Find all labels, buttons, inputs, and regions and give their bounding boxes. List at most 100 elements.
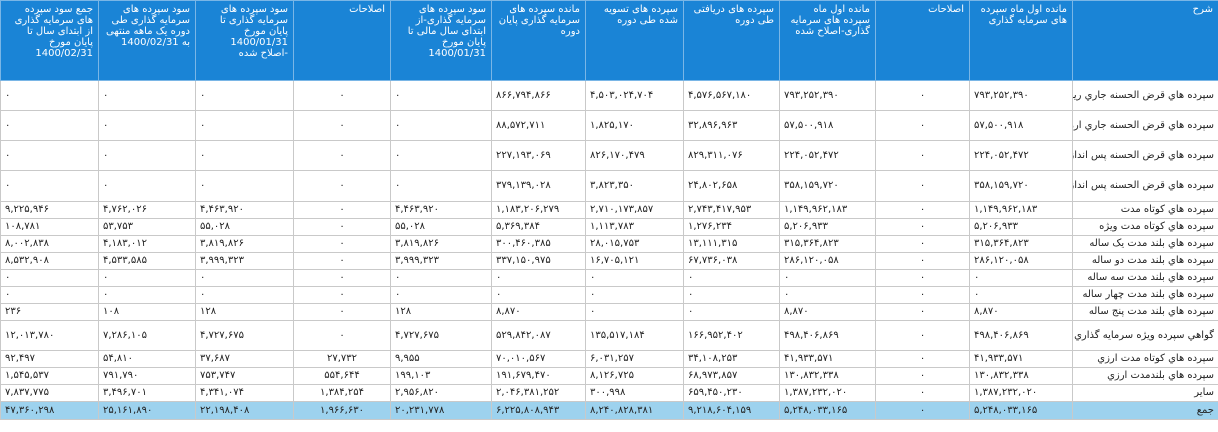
table-cell: ۲,۹۵۶,۸۲۰ (390, 384, 492, 402)
table-cell: ۸,۸۷۰ (779, 303, 876, 321)
table-cell: ۰ (0, 286, 99, 304)
table-cell: ۸,۸۷۰ (969, 303, 1073, 321)
table-cell: ۰ (875, 201, 970, 219)
table-cell: ۱۹۱,۶۷۹,۴۷۰ (491, 367, 586, 385)
table-cell: ۱۳۰,۸۳۲,۳۳۸ (779, 367, 876, 385)
table-cell: ۶۸,۹۷۳,۸۵۷ (683, 367, 780, 385)
table-cell: ۰ (0, 110, 99, 141)
table-body: سپرده هاي قرض الحسنه جاري ريالي ۷۹۳,۲۵۲,۳… (0, 80, 1218, 420)
table-cell: ۴,۷۲۷,۶۷۵ (195, 320, 294, 351)
col-header-profit-period: سود سپرده های سرمایه گذاری طی دوره یک ما… (98, 0, 196, 81)
table-cell: ۹,۲۲۵,۹۴۶ (0, 201, 99, 219)
row-label: سپرده هاي بلند مدت پنج ساله (1072, 303, 1218, 321)
table-cell: ۳,۸۱۹,۸۲۶ (195, 235, 294, 253)
table-cell: ۰ (875, 170, 970, 202)
table-cell: ۰ (293, 303, 391, 321)
table-cell: ۱,۲۷۶,۲۳۴ (683, 218, 780, 236)
deposits-table: شرح مانده اول ماه سپرده های سرمایه گذاری… (0, 0, 1218, 420)
table-cell: ۴,۵۷۶,۵۶۷,۱۸۰ (683, 80, 780, 111)
table-cell: ۸,۱۲۶,۷۲۵ (585, 367, 684, 385)
table-cell: ۴,۷۶۲,۰۲۶ (98, 201, 196, 219)
row-label: سپرده هاي بلند مدت سه ساله (1072, 269, 1218, 287)
col-header-profit-total: جمع سود سپرده های سرمایه گذاری از ابتدای… (0, 0, 99, 81)
table-cell: ۲۴,۸۰۲,۶۵۸ (683, 170, 780, 202)
table-cell: ۱۶۶,۹۵۲,۴۰۲ (683, 320, 780, 351)
table-row: سپرده هاي قرض الحسنه جاري ريالي ۷۹۳,۲۵۲,۳… (0, 80, 1218, 111)
table-cell: ۵۷,۵۰۰,۹۱۸ (779, 110, 876, 141)
table-cell: ۴,۴۶۳,۹۲۰ (195, 201, 294, 219)
row-label: جمع (1072, 401, 1218, 420)
table-cell: ۳۰۰,۴۶۰,۳۸۵ (491, 235, 586, 253)
table-cell: ۰ (969, 269, 1073, 287)
table-cell: ۸۶۶,۷۹۴,۸۶۶ (491, 80, 586, 111)
table-cell: ۰ (390, 269, 492, 287)
table-cell: ۴۹۸,۴۰۶,۸۶۹ (969, 320, 1073, 351)
table-cell: ۰ (293, 286, 391, 304)
table-cell: ۳,۸۲۳,۳۵۰ (585, 170, 684, 202)
table-cell: ۲۲۴,۰۵۲,۴۷۲ (779, 140, 876, 171)
table-row: سپرده هاي بلند مدت يک ساله ۳۱۵,۳۶۴,۸۲۳ ۰ ۳۱… (0, 235, 1218, 253)
row-label: سپرده هاي بلند مدت دو ساله (1072, 252, 1218, 270)
table-row: سپرده هاي قرض الحسنه پس انداز ريالي۲۲۴,۰… (0, 140, 1218, 171)
total-row: جمع ۵,۲۴۸,۰۳۳,۱۶۵ ۰ ۵,۲۴۸,۰۳۳,۱۶۵ ۹,۲۱۸,۶۰۴,… (0, 401, 1218, 420)
table-cell: ۱,۱۸۳,۲۰۶,۲۷۹ (491, 201, 586, 219)
table-cell: ۰ (875, 269, 970, 287)
table-cell: ۳۷,۶۸۷ (195, 350, 294, 368)
table-cell: ۰ (390, 140, 492, 171)
table-cell: ۸,۵۳۲,۹۰۸ (0, 252, 99, 270)
table-cell: ۷۹۱,۷۹۰ (98, 367, 196, 385)
table-cell: ۱,۱۴۹,۹۶۲,۱۸۳ (779, 201, 876, 219)
table-row: سپرده هاي بلند مدت چهار ساله ۰ ۰ ۰ ۰ ۰ ۰ ۰ ۰ ۰ ۰ ۰ (0, 286, 1218, 304)
table-cell: ۴۱,۹۳۳,۵۷۱ (969, 350, 1073, 368)
table-cell: ۰ (779, 269, 876, 287)
table-cell: ۳۷۹,۱۳۹,۰۲۸ (491, 170, 586, 202)
table-row: سپرده هاي بلند مدت سه ساله ۰ ۰ ۰ ۰ ۰ ۰ ۰ ۰ ۰ ۰ ۰ (0, 269, 1218, 287)
table-cell: ۱,۱۴۹,۹۶۲,۱۸۳ (969, 201, 1073, 219)
table-cell: ۰ (293, 320, 391, 351)
table-cell: ۵,۲۴۸,۰۳۳,۱۶۵ (779, 401, 876, 420)
table-cell: ۰ (0, 170, 99, 202)
col-header-adjustments: اصلاحات (875, 0, 970, 81)
row-label: سپرده هاي کوتاه مدت (1072, 201, 1218, 219)
col-header-opening-balance-adjusted: مانده اول ماه سپرده های سرمایه گذاری-اصل… (779, 0, 876, 81)
table-cell: ۰ (293, 252, 391, 270)
table-cell: ۰ (875, 235, 970, 253)
table-cell: ۵۷,۵۰۰,۹۱۸ (969, 110, 1073, 141)
table-cell: ۵۳,۷۵۳ (98, 218, 196, 236)
table-row: سپرده هاي کوتاه مدت ۱,۱۴۹,۹۶۲,۱۸۳ ۰ ۱,۱۴۹,۹… (0, 201, 1218, 219)
table-cell: ۲۷,۷۳۲ (293, 350, 391, 368)
table-cell: ۷۰,۰۱۰,۵۶۷ (491, 350, 586, 368)
table-cell: ۰ (293, 269, 391, 287)
table-cell: ۴۷,۳۶۰,۲۹۸ (0, 401, 99, 420)
table-row: ساير ۱,۳۸۷,۲۳۲,۰۲۰ ۰ ۱,۳۸۷,۲۳۲,۰۲۰ ۶۵۹,۴۵۰,۲… (0, 384, 1218, 402)
table-cell: ۳,۹۹۹,۳۲۳ (390, 252, 492, 270)
table-cell: ۲,۷۴۳,۴۱۷,۹۵۳ (683, 201, 780, 219)
table-cell: ۲,۷۱۰,۱۷۳,۸۵۷ (585, 201, 684, 219)
table-cell: ۱,۳۸۷,۲۳۲,۰۲۰ (969, 384, 1073, 402)
table-row: سپرده هاي قرض الحسنه پس انداز ارزي۳۵۸,۱۵… (0, 170, 1218, 202)
table-cell: ۷,۸۳۷,۷۷۵ (0, 384, 99, 402)
table-cell: ۶,۲۲۵,۸۰۸,۹۴۳ (491, 401, 586, 420)
table-cell: ۴۹۸,۴۰۶,۸۶۹ (779, 320, 876, 351)
table-cell: ۰ (875, 350, 970, 368)
table-cell: ۱۹۹,۱۰۳ (390, 367, 492, 385)
table-cell: ۱,۵۴۵,۵۳۷ (0, 367, 99, 385)
table-cell: ۳۰۰,۹۹۸ (585, 384, 684, 402)
table-cell: ۱۶,۷۰۵,۱۲۱ (585, 252, 684, 270)
table-cell: ۰ (195, 269, 294, 287)
row-label: سپرده هاي بلندمدت ارزي (1072, 367, 1218, 385)
table-cell: ۲۳۶ (0, 303, 99, 321)
col-header-deposits-received: سپرده های دریافتی طی دوره (683, 0, 780, 81)
table-cell: ۲۲۴,۰۵۲,۴۷۲ (969, 140, 1073, 171)
table-cell: ۱,۳۸۷,۲۳۲,۰۲۰ (779, 384, 876, 402)
table-cell: ۳۱۵,۳۶۴,۸۲۳ (779, 235, 876, 253)
table-cell: ۴۱,۹۳۳,۵۷۱ (779, 350, 876, 368)
table-cell: ۰ (875, 286, 970, 304)
table-cell: ۰ (195, 140, 294, 171)
table-cell: ۴,۵۳۳,۵۸۵ (98, 252, 196, 270)
col-header-description: شرح (1072, 0, 1218, 81)
table-cell: ۰ (293, 140, 391, 171)
table-cell: ۵,۳۶۹,۳۸۴ (491, 218, 586, 236)
table-cell: ۸,۲۴۰,۸۲۸,۳۸۱ (585, 401, 684, 420)
